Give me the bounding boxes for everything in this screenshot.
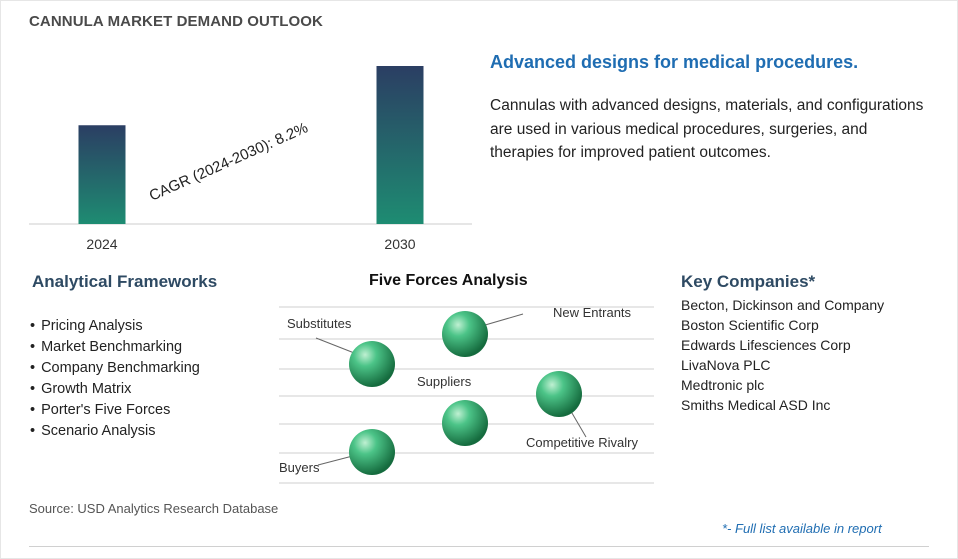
five-forces-heading: Five Forces Analysis bbox=[369, 272, 528, 289]
source-note: Source: USD Analytics Research Database bbox=[29, 501, 279, 516]
x-tick-label: 2030 bbox=[384, 236, 415, 252]
full-list-note: *- Full list available in report bbox=[722, 521, 882, 536]
companies-heading: Key Companies* bbox=[681, 272, 816, 291]
frameworks-list: Pricing Analysis Market Benchmarking Com… bbox=[30, 316, 200, 442]
list-item: Pricing Analysis bbox=[30, 316, 200, 337]
list-item: Becton, Dickinson and Company bbox=[681, 297, 885, 313]
highlight-tagline: Advanced designs for medical procedures. bbox=[490, 52, 859, 72]
bar-2024 bbox=[78, 125, 126, 224]
list-item: Porter's Five Forces bbox=[30, 400, 200, 421]
frameworks-heading: Analytical Frameworks bbox=[32, 272, 218, 291]
bottom-divider bbox=[29, 546, 929, 547]
list-item: Company Benchmarking bbox=[30, 358, 200, 379]
list-item: LivaNova PLC bbox=[681, 357, 771, 373]
x-tick-label: 2024 bbox=[86, 236, 117, 252]
companies-list: Becton, Dickinson and Company Boston Sci… bbox=[681, 295, 884, 415]
list-item: Edwards Lifesciences Corp bbox=[681, 337, 851, 353]
bar-2030 bbox=[376, 66, 424, 224]
list-item: Scenario Analysis bbox=[30, 421, 200, 442]
list-item: Growth Matrix bbox=[30, 379, 200, 400]
market-bar-chart: 2024 2030 CAGR (2024-2030): 8.2% bbox=[29, 66, 472, 252]
list-item: Boston Scientific Corp bbox=[681, 317, 819, 333]
list-item: Market Benchmarking bbox=[30, 337, 200, 358]
list-item: Medtronic plc bbox=[681, 377, 765, 393]
highlight-description: Cannulas with advanced designs, material… bbox=[490, 97, 924, 161]
list-item: Smiths Medical ASD Inc bbox=[681, 397, 831, 413]
page-title: CANNULA MARKET DEMAND OUTLOOK bbox=[29, 13, 323, 30]
cagr-annotation: CAGR (2024-2030): 8.2% bbox=[147, 119, 311, 204]
